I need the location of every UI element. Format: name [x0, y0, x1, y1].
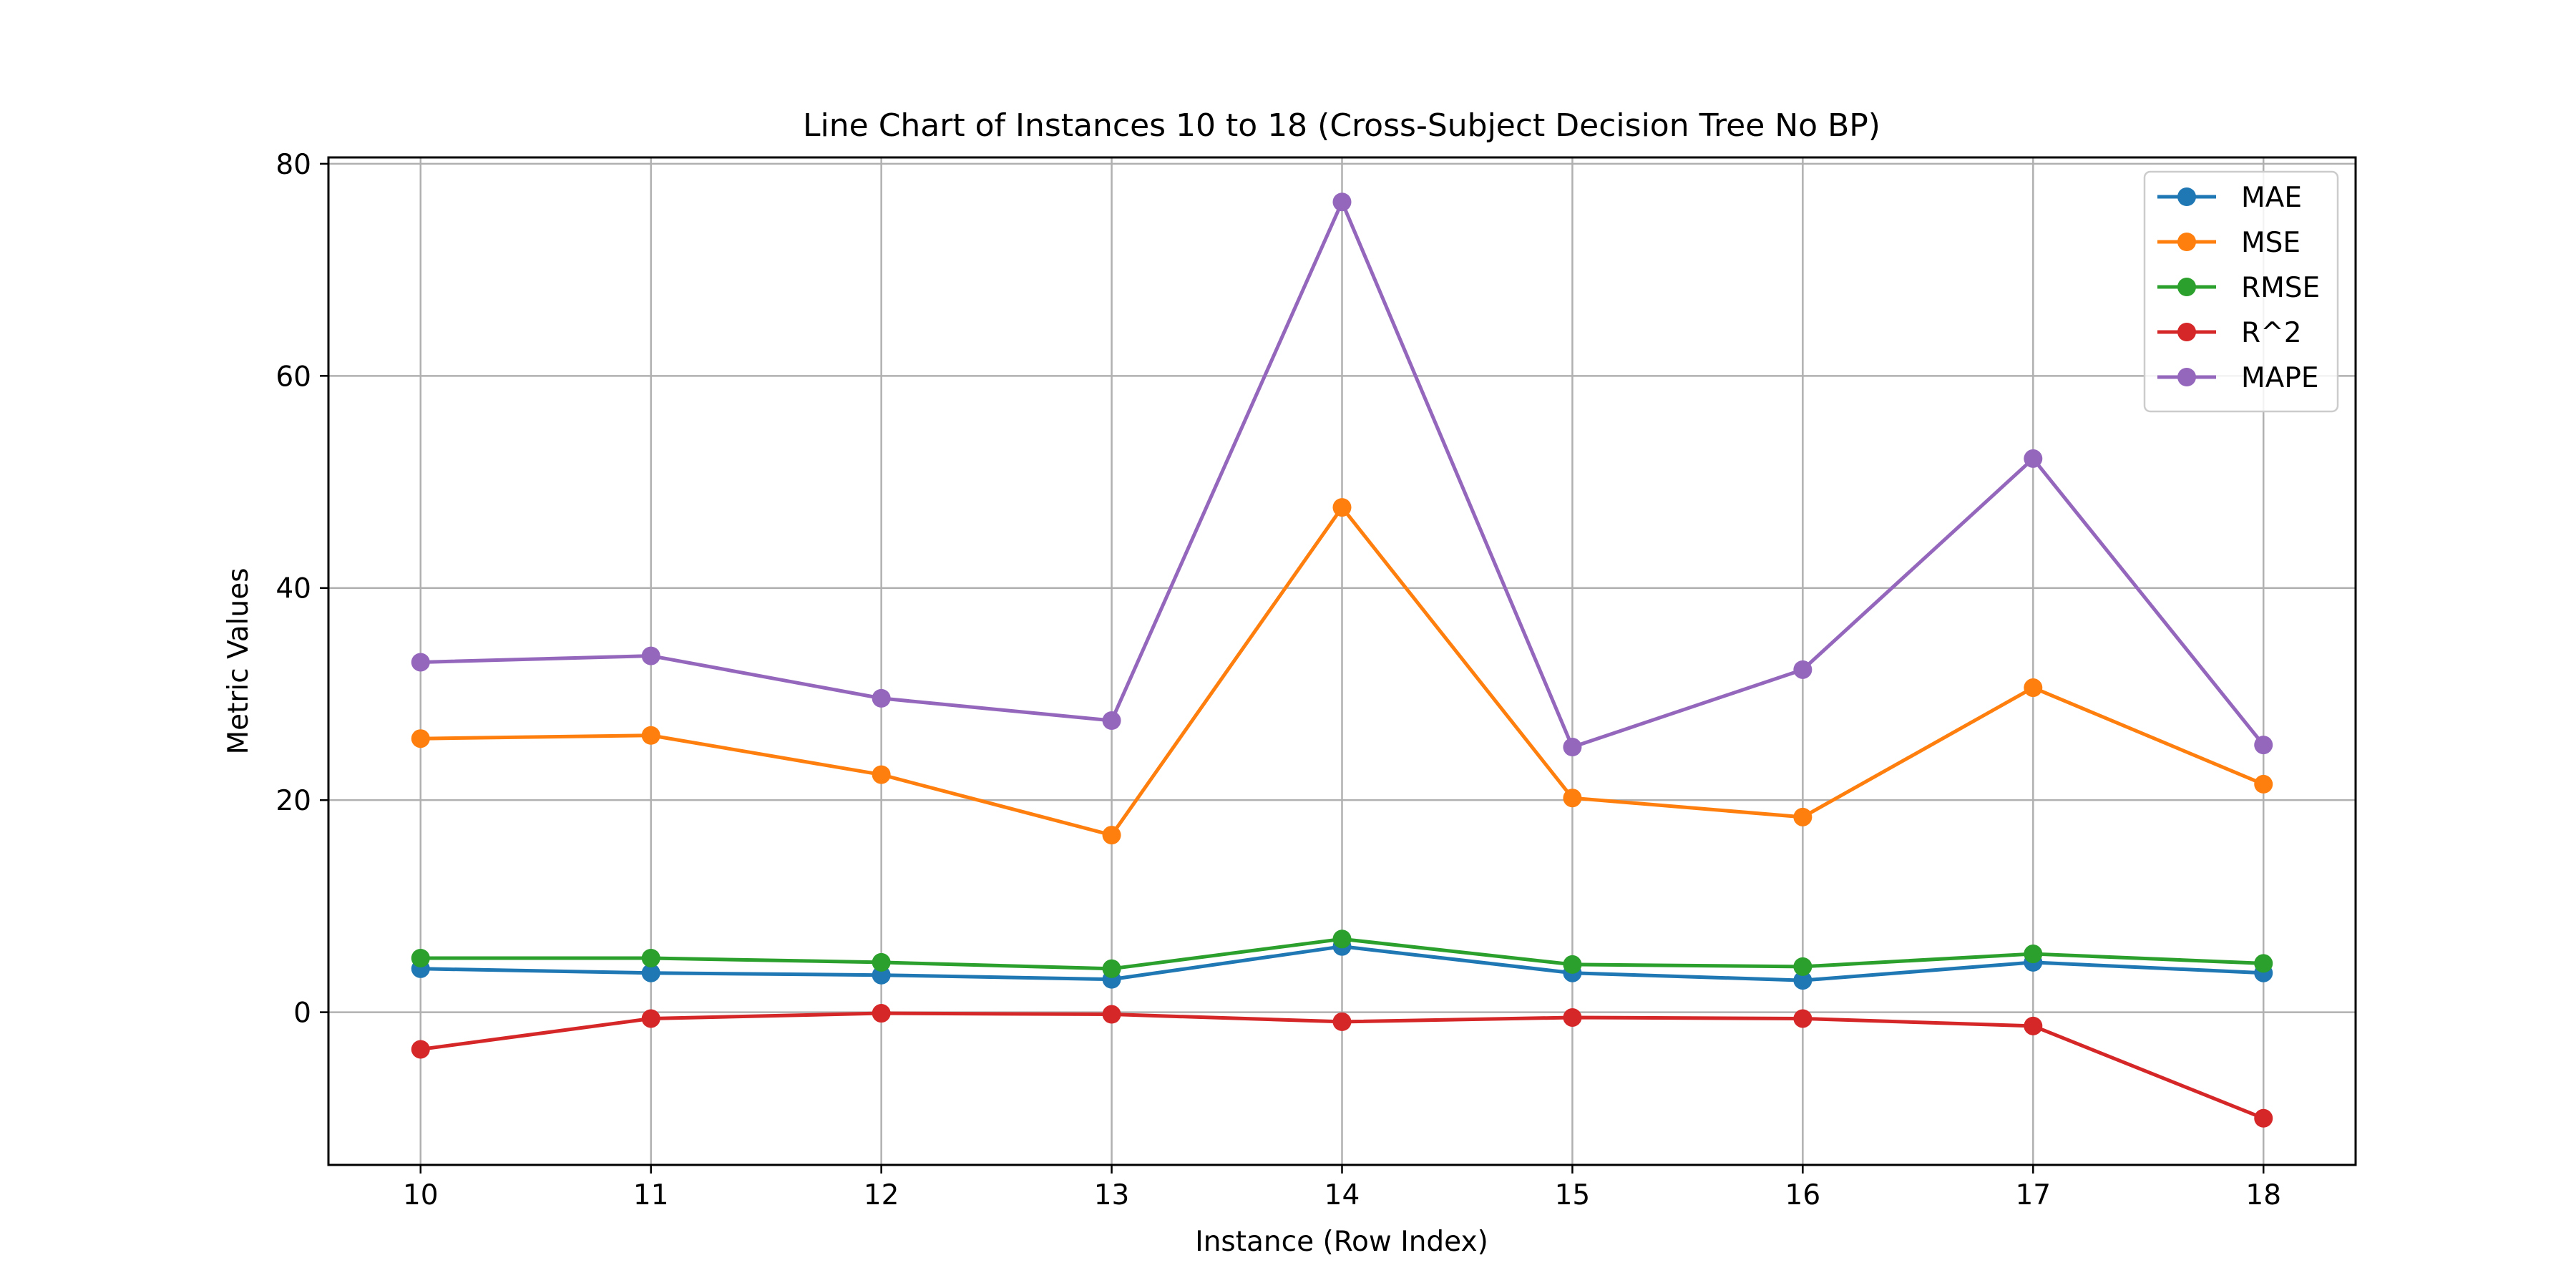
data-point-mse — [1793, 807, 1813, 826]
data-point-r-2 — [1563, 1008, 1582, 1027]
y-tick-label: 40 — [275, 573, 311, 605]
legend-label: MAE — [2241, 182, 2302, 214]
data-point-mape — [641, 646, 660, 665]
data-point-mape — [1332, 192, 1352, 212]
y-tick-label: 0 — [293, 997, 311, 1030]
data-point-rmse — [2254, 954, 2273, 973]
data-point-r-2 — [411, 1040, 430, 1059]
x-tick-label: 12 — [864, 1179, 899, 1211]
data-point-mape — [872, 688, 891, 708]
y-axis-label: Metric Values — [223, 567, 255, 754]
data-point-r-2 — [2254, 1108, 2273, 1128]
data-point-mape — [411, 653, 430, 672]
data-point-rmse — [411, 948, 430, 967]
legend-item-mape: MAPE — [2157, 362, 2319, 394]
legend-label: RMSE — [2241, 272, 2320, 304]
series-rmse — [411, 930, 2273, 978]
data-point-rmse — [872, 952, 891, 972]
legend-item-mse: MSE — [2157, 227, 2301, 259]
legend-item-r-2: R^2 — [2157, 317, 2302, 349]
data-point-mae — [1793, 971, 1813, 990]
legend-box — [2143, 170, 2339, 413]
data-point-mse — [411, 729, 430, 748]
data-point-mse — [872, 765, 891, 784]
legend-swatch-marker — [2177, 233, 2196, 251]
legend-item-mae: MAE — [2157, 182, 2302, 214]
grid-lines — [328, 157, 2356, 1165]
x-tick-label: 13 — [1094, 1179, 1130, 1211]
axis-ticks: 10 11 12 13 14 15 16 17 18 0 20 40 60 80 — [275, 149, 2281, 1211]
data-point-mse — [1102, 826, 1121, 845]
legend-swatch-marker — [2177, 368, 2196, 386]
y-tick-label: 60 — [275, 361, 311, 393]
data-point-mse — [1563, 789, 1582, 808]
x-tick-label: 10 — [403, 1179, 439, 1211]
data-point-mape — [1102, 711, 1121, 730]
series-mse — [411, 498, 2273, 845]
data-point-rmse — [641, 948, 660, 967]
data-point-mse — [2254, 774, 2273, 794]
legend-label: MSE — [2241, 227, 2301, 259]
data-point-r-2 — [2024, 1016, 2043, 1035]
series-lines — [411, 192, 2273, 1128]
data-point-mae — [641, 963, 660, 982]
x-tick-label: 11 — [633, 1179, 669, 1211]
data-point-mape — [1793, 660, 1813, 679]
y-tick-label: 80 — [275, 149, 311, 181]
data-point-mape — [2024, 449, 2043, 468]
series-mape — [411, 192, 2273, 757]
data-point-rmse — [1332, 930, 1352, 949]
data-point-mse — [2024, 678, 2043, 698]
data-point-mae — [872, 965, 891, 985]
data-point-r-2 — [1332, 1012, 1352, 1031]
legend-label: MAPE — [2241, 362, 2319, 394]
data-point-rmse — [1793, 957, 1813, 976]
series-r-2 — [411, 1004, 2273, 1128]
data-point-r-2 — [641, 1009, 660, 1028]
data-point-r-2 — [1102, 1005, 1121, 1024]
y-tick-label: 20 — [275, 785, 311, 817]
data-point-rmse — [1563, 955, 1582, 974]
chart-title: Line Chart of Instances 10 to 18 (Cross-… — [803, 107, 1880, 144]
data-point-r-2 — [872, 1004, 891, 1023]
x-tick-label: 17 — [2015, 1179, 2051, 1211]
legend: MAE MSE RMSE R^2 MAPE — [2143, 170, 2339, 413]
legend-swatch-marker — [2177, 187, 2196, 206]
data-point-mse — [641, 726, 660, 745]
data-point-mse — [1332, 498, 1352, 517]
x-tick-label: 16 — [1785, 1179, 1821, 1211]
legend-label: R^2 — [2241, 317, 2302, 349]
legend-item-rmse: RMSE — [2157, 272, 2320, 304]
x-tick-label: 18 — [2245, 1179, 2281, 1211]
data-point-rmse — [1102, 959, 1121, 978]
legend-swatch-marker — [2177, 323, 2196, 341]
x-tick-label: 15 — [1555, 1179, 1591, 1211]
x-axis-label: Instance (Row Index) — [1195, 1226, 1488, 1258]
data-point-rmse — [2024, 945, 2043, 964]
x-tick-label: 14 — [1324, 1179, 1360, 1211]
data-point-r-2 — [1793, 1009, 1813, 1028]
data-point-mape — [2254, 736, 2273, 755]
data-point-mape — [1563, 738, 1582, 757]
legend-swatch-marker — [2177, 278, 2196, 296]
